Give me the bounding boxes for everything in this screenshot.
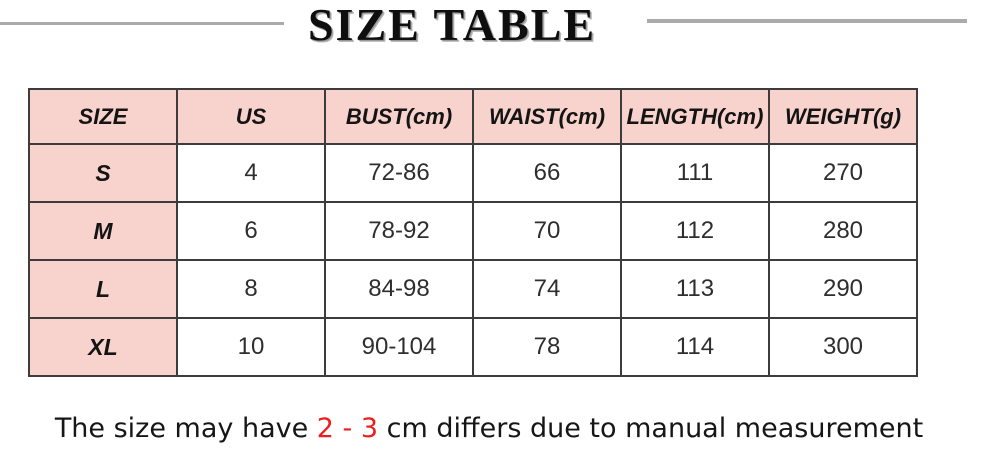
cell-waist: 78 (472, 317, 622, 377)
note-highlight: 2 - 3 (316, 413, 379, 444)
cell-weight: 300 (768, 317, 918, 377)
size-table: SIZE US BUST(cm) WAIST(cm) LENGTH(cm) WE… (28, 88, 918, 377)
cell-waist: 66 (472, 143, 622, 203)
cell-length: 112 (620, 201, 770, 261)
header-row: SIZE US BUST(cm) WAIST(cm) LENGTH(cm) WE… (28, 88, 918, 145)
title-right-rule (647, 19, 967, 23)
cell-weight: 290 (768, 259, 918, 319)
cell-waist: 70 (472, 201, 622, 261)
table-row-m: M 6 78-92 70 112 280 (28, 201, 918, 261)
note-prefix: The size may have (54, 413, 317, 444)
col-header-bust: BUST(cm) (324, 88, 474, 145)
cell-size: XL (28, 317, 178, 377)
cell-length: 114 (620, 317, 770, 377)
cell-size: M (28, 201, 178, 261)
header: SIZE TABLE (0, 0, 1002, 72)
cell-bust: 78-92 (324, 201, 474, 261)
cell-us: 4 (176, 143, 326, 203)
table-row-s: S 4 72-86 66 111 270 (28, 143, 918, 203)
size-table-head: SIZE US BUST(cm) WAIST(cm) LENGTH(cm) WE… (28, 88, 918, 145)
cell-weight: 270 (768, 143, 918, 203)
cell-weight: 280 (768, 201, 918, 261)
col-header-weight: WEIGHT(g) (768, 88, 918, 145)
cell-bust: 84-98 (324, 259, 474, 319)
col-header-length: LENGTH(cm) (620, 88, 770, 145)
size-table-body: S 4 72-86 66 111 270 M 6 78-92 70 112 28… (28, 143, 918, 377)
note-suffix: cm differs due to manual measurement (378, 413, 924, 444)
page-title: SIZE TABLE (307, 0, 597, 50)
measurement-note: The size may have 2 - 3 cm differs due t… (55, 413, 923, 444)
table-row-l: L 8 84-98 74 113 290 (28, 259, 918, 319)
cell-us: 10 (176, 317, 326, 377)
col-header-us: US (176, 88, 326, 145)
table-row-xl: XL 10 90-104 78 114 300 (28, 317, 918, 377)
cell-size: S (28, 143, 178, 203)
cell-length: 113 (620, 259, 770, 319)
cell-bust: 72-86 (324, 143, 474, 203)
col-header-waist: WAIST(cm) (472, 88, 622, 145)
title-left-rule (0, 22, 284, 25)
cell-us: 6 (176, 201, 326, 261)
cell-length: 111 (620, 143, 770, 203)
cell-bust: 90-104 (324, 317, 474, 377)
cell-us: 8 (176, 259, 326, 319)
cell-size: L (28, 259, 178, 319)
cell-waist: 74 (472, 259, 622, 319)
col-header-size: SIZE (28, 88, 178, 145)
